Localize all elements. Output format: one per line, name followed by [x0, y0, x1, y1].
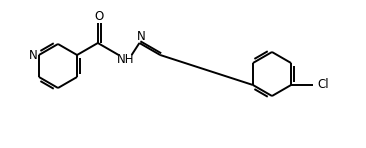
- Text: O: O: [95, 9, 104, 22]
- Text: N: N: [29, 49, 37, 62]
- Text: Cl: Cl: [317, 78, 329, 91]
- Text: NH: NH: [117, 53, 134, 66]
- Text: N: N: [137, 29, 146, 42]
